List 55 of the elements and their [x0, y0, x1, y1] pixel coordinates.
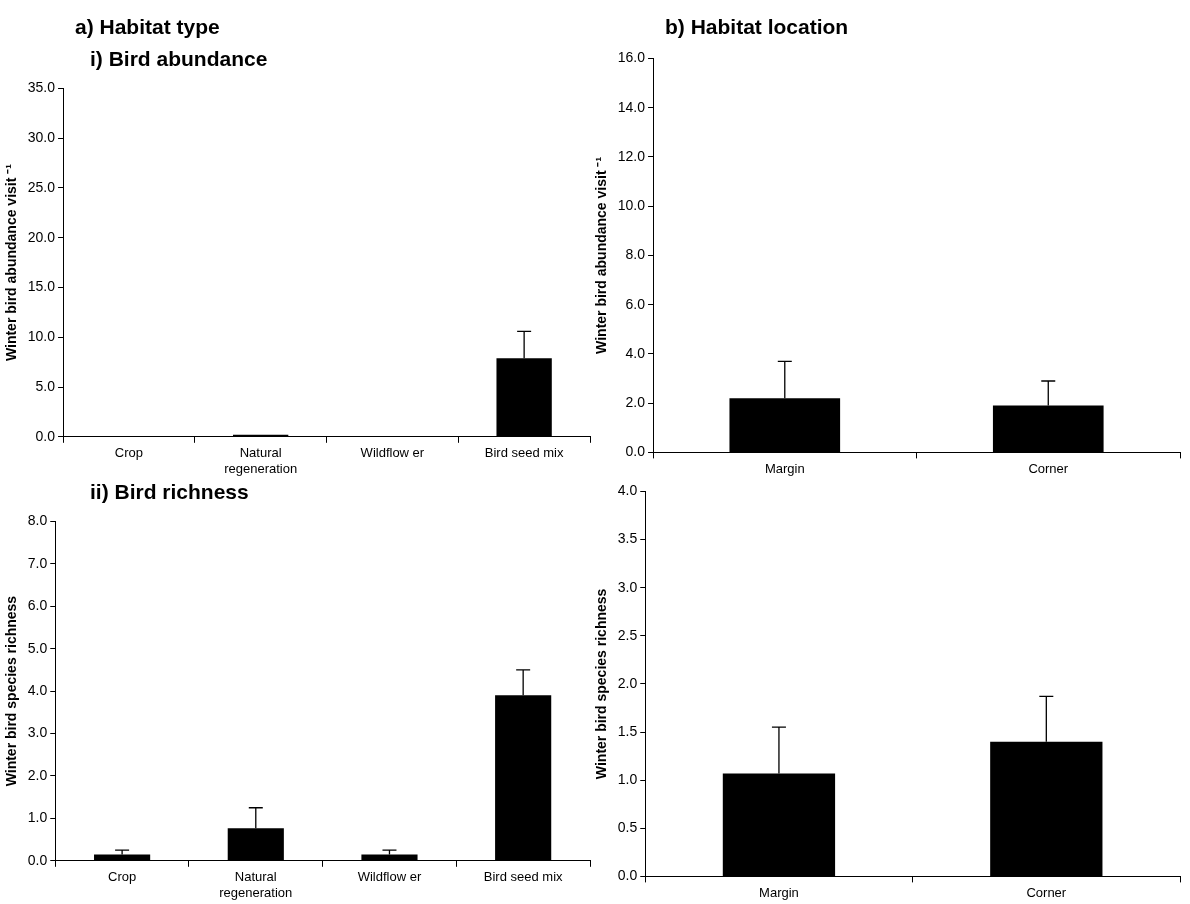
y-tick-label: 1.0 [617, 771, 638, 788]
y-tick-label: 2.0 [625, 394, 646, 411]
y-tick-label: 20.0 [27, 228, 56, 245]
y-tick-label: 5.0 [35, 377, 56, 394]
y-tick-label: 4.0 [625, 344, 646, 361]
y-axis-title: Winter bird species richness [593, 588, 610, 780]
y-axis-title: Winter bird abundance visit ⁻¹ [3, 163, 20, 362]
y-tick-label: 0.0 [35, 427, 56, 444]
x-tick-label: Natural regeneration [224, 445, 298, 476]
y-tick-label: 7.0 [27, 554, 48, 571]
y-axis-title: Winter bird abundance visit ⁻¹ [593, 156, 610, 354]
y-tick-label: 15.0 [27, 278, 56, 295]
y-tick-label: 3.0 [617, 578, 638, 595]
y-tick-label: 10.0 [617, 197, 646, 214]
x-tick-label: Corner [1026, 884, 1067, 900]
y-tick-label: 1.5 [617, 722, 638, 739]
y-tick-label: 6.0 [625, 295, 646, 312]
x-tick-label: Corner [1028, 460, 1069, 476]
y-tick-label: 8.0 [27, 512, 48, 529]
chart-title: a) Habitat type [75, 15, 221, 40]
y-tick-label: 4.0 [617, 482, 638, 499]
y-tick-label: 35.0 [27, 79, 56, 96]
y-tick-label: 12.0 [617, 147, 646, 164]
y-tick-label: 4.0 [27, 681, 48, 698]
y-tick-label: 30.0 [27, 129, 56, 146]
y-tick-label: 8.0 [625, 246, 646, 263]
y-tick-label: 5.0 [27, 639, 48, 656]
y-tick-label: 2.0 [617, 674, 638, 691]
chart-title: b) Habitat location [665, 15, 850, 40]
x-tick-label: Margin [759, 884, 799, 900]
y-tick-label: 6.0 [27, 597, 48, 614]
y-tick-label: 2.0 [27, 766, 48, 783]
y-tick-label: 25.0 [27, 178, 56, 195]
x-tick-label: Bird seed mix [484, 445, 565, 461]
y-tick-label: 10.0 [27, 328, 56, 345]
y-tick-label: 16.0 [617, 49, 646, 66]
x-tick-label: Natural regeneration [219, 869, 293, 900]
x-tick-label: Crop [114, 445, 144, 461]
x-tick-label: Wildflow er [360, 445, 425, 461]
y-tick-label: 0.0 [617, 867, 638, 884]
y-tick-label: 2.5 [617, 626, 638, 643]
chart-subtitle: i) Bird abundance [90, 47, 269, 72]
y-tick-label: 0.0 [625, 443, 646, 460]
x-tick-label: Margin [764, 460, 805, 476]
y-tick-label: 0.0 [27, 851, 48, 868]
y-tick-label: 0.5 [617, 819, 638, 836]
y-tick-label: 1.0 [27, 809, 48, 826]
x-tick-label: Wildflow er [357, 869, 422, 885]
y-tick-label: 14.0 [617, 98, 646, 115]
x-tick-label: Crop [108, 869, 137, 885]
x-tick-label: Bird seed mix [483, 869, 564, 885]
y-tick-label: 3.5 [617, 530, 638, 547]
y-tick-label: 3.0 [27, 724, 48, 741]
y-axis-title: Winter bird species richness [3, 595, 20, 787]
chart-title: ii) Bird richness [90, 480, 250, 505]
